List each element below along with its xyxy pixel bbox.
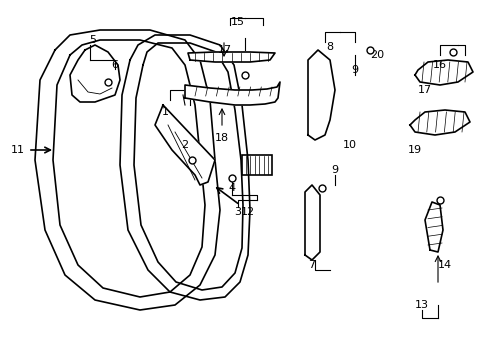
Text: 10: 10 [342, 140, 356, 150]
Polygon shape [155, 105, 215, 185]
Text: 20: 20 [369, 50, 383, 60]
Text: 13: 13 [414, 300, 428, 310]
Text: 12: 12 [241, 207, 255, 217]
Polygon shape [424, 202, 442, 252]
Text: 14: 14 [437, 260, 451, 270]
Text: 11: 11 [11, 145, 25, 155]
Text: 4: 4 [228, 183, 235, 193]
Text: 17: 17 [218, 45, 232, 55]
Text: 1: 1 [161, 107, 168, 117]
Text: 2: 2 [181, 140, 188, 150]
Text: 7: 7 [307, 260, 314, 270]
Text: 8: 8 [326, 42, 333, 52]
Polygon shape [409, 110, 469, 135]
Text: 5: 5 [89, 35, 96, 45]
Polygon shape [305, 185, 319, 260]
Polygon shape [414, 60, 472, 85]
Polygon shape [187, 52, 274, 62]
Text: 15: 15 [230, 17, 244, 27]
Polygon shape [184, 82, 280, 105]
Text: 9: 9 [351, 65, 358, 75]
Polygon shape [70, 45, 120, 102]
Polygon shape [307, 50, 334, 140]
Bar [242, 155, 271, 175]
Text: 6: 6 [111, 60, 118, 70]
Text: 3: 3 [234, 207, 241, 217]
Text: 17: 17 [417, 85, 431, 95]
Text: 9: 9 [331, 165, 338, 175]
Text: 16: 16 [432, 60, 446, 70]
Text: 18: 18 [215, 133, 228, 143]
Text: 19: 19 [407, 145, 421, 155]
